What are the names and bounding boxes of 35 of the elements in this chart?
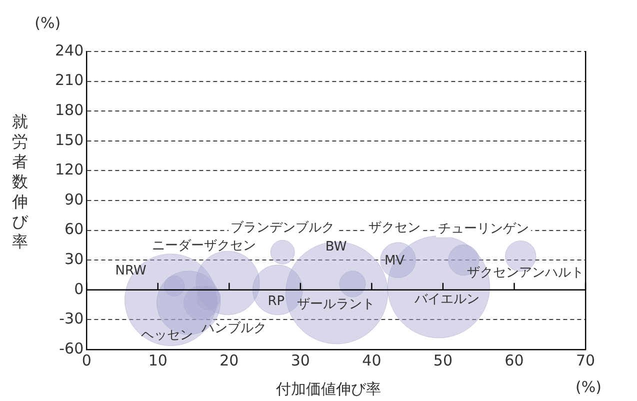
x-tick-label: 60 <box>504 351 524 370</box>
annotation: ザクセンアンハルト <box>467 265 584 280</box>
y-tick-label: 120 <box>54 160 84 179</box>
x-tick-label: 50 <box>433 351 453 370</box>
y-tick-label: 30 <box>64 250 84 268</box>
annotation: BW <box>325 240 347 255</box>
annotation: ザクセン <box>368 220 421 236</box>
x-axis-title: 付加価値伸び率 <box>276 380 382 398</box>
x-tick-label: 70 <box>576 351 596 370</box>
y-tick-label: -30 <box>59 310 84 328</box>
y-tick-label: 90 <box>64 190 84 208</box>
annotation: ザールラント <box>297 297 376 312</box>
x-tick-label: 30 <box>290 351 310 370</box>
y-tick-label: 210 <box>54 71 84 90</box>
y-tick-label: 60 <box>64 220 84 238</box>
x-tick-label: 20 <box>220 351 239 370</box>
y-tick-label: 150 <box>54 130 84 149</box>
y-tick-label: 240 <box>54 41 84 60</box>
annotation: バイエルン <box>414 292 480 308</box>
y-tick-label: 180 <box>54 100 84 119</box>
annotation: MV <box>384 253 405 268</box>
annotation: ヘッセン <box>141 328 194 343</box>
annotation: ブランデンブルク <box>230 220 335 236</box>
x-tick-label: 10 <box>148 351 168 370</box>
annotation: RP <box>268 294 285 310</box>
annotation: NRW <box>115 263 146 278</box>
text: (%) <box>34 14 61 32</box>
annotation: チューリンゲン <box>438 222 530 237</box>
annotation: ニーダーザクセン <box>152 238 256 254</box>
y-tick-label: -60 <box>59 339 84 358</box>
y-axis-title: 就労者数伸び率 <box>12 112 28 252</box>
x-tick-label: 40 <box>362 351 382 370</box>
text: (%) <box>576 378 602 396</box>
annotation: ハンブルク <box>200 321 267 336</box>
y-tick-label: 0 <box>74 280 84 298</box>
